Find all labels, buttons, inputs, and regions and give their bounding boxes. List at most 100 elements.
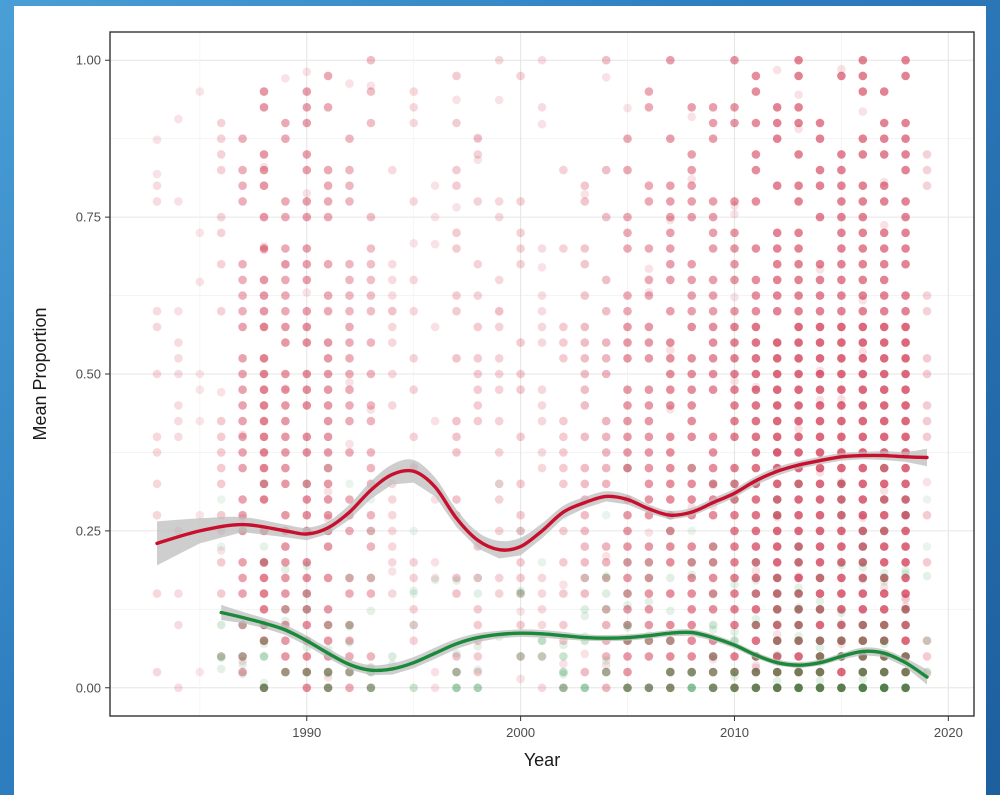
red-point xyxy=(559,558,568,567)
red-point xyxy=(494,55,504,65)
red-point xyxy=(879,306,889,316)
red-point xyxy=(858,71,868,81)
red-point xyxy=(409,197,419,206)
red-point xyxy=(708,480,718,490)
green-point xyxy=(751,576,761,585)
red-point xyxy=(473,385,483,395)
red-point xyxy=(559,338,568,347)
red-point xyxy=(730,369,739,379)
red-point xyxy=(259,87,269,96)
red-point xyxy=(537,385,547,395)
red-point xyxy=(708,448,718,457)
red-point xyxy=(794,510,803,520)
x-tick-label: 2020 xyxy=(934,725,963,740)
red-point xyxy=(837,542,846,551)
red-point xyxy=(494,322,504,332)
green-point xyxy=(794,479,803,489)
green-point xyxy=(559,667,568,677)
red-point xyxy=(837,495,846,504)
red-point xyxy=(388,322,397,332)
red-point xyxy=(601,683,611,693)
red-point xyxy=(302,197,312,206)
green-point xyxy=(259,636,269,645)
red-point xyxy=(901,322,910,332)
red-point xyxy=(901,510,910,520)
red-point xyxy=(152,197,162,206)
red-point xyxy=(687,275,696,285)
green-point xyxy=(879,526,889,536)
green-point xyxy=(858,563,868,572)
green-point xyxy=(216,652,226,661)
green-point xyxy=(772,683,782,693)
red-point xyxy=(580,322,590,332)
red-point xyxy=(666,228,675,238)
red-point xyxy=(687,103,696,112)
red-point xyxy=(730,354,739,363)
red-point xyxy=(815,620,825,630)
red-point xyxy=(409,636,419,645)
red-point xyxy=(879,354,889,363)
red-point xyxy=(580,432,590,442)
green-point xyxy=(879,573,889,583)
red-point xyxy=(216,448,226,457)
red-point xyxy=(772,573,782,583)
green-point xyxy=(879,577,889,586)
red-point xyxy=(794,542,803,551)
red-point xyxy=(708,197,718,206)
red-point xyxy=(666,345,675,355)
red-point xyxy=(323,416,333,426)
red-point xyxy=(837,573,846,583)
red-point xyxy=(708,228,718,238)
red-point xyxy=(644,683,654,693)
green-point xyxy=(666,683,675,693)
green-point xyxy=(302,479,312,489)
red-point xyxy=(238,432,247,442)
green-point xyxy=(473,573,483,583)
red-point xyxy=(879,385,889,395)
red-point xyxy=(174,354,183,363)
red-point xyxy=(409,573,419,583)
red-point xyxy=(901,510,910,520)
red-point xyxy=(687,620,696,630)
red-point xyxy=(858,589,868,598)
red-point xyxy=(345,652,354,661)
red-point xyxy=(259,212,269,222)
red-point xyxy=(879,322,889,332)
red-point xyxy=(345,495,354,504)
red-point xyxy=(879,636,889,645)
red-point xyxy=(815,369,825,379)
red-point xyxy=(730,401,739,410)
red-point xyxy=(666,636,675,645)
red-point xyxy=(216,228,226,238)
red-point xyxy=(623,212,632,222)
red-point xyxy=(388,589,397,598)
red-point xyxy=(580,510,590,520)
green-point xyxy=(730,627,739,637)
red-point xyxy=(580,291,590,300)
red-point xyxy=(901,212,910,222)
green-point xyxy=(452,576,461,585)
red-point xyxy=(580,259,590,269)
red-point xyxy=(815,291,825,300)
red-point xyxy=(815,526,825,536)
red-point xyxy=(345,181,354,190)
y-tick-label: 0.75 xyxy=(76,210,101,225)
green-point xyxy=(751,620,761,630)
scatter-chart: 0.00 0.25 0.50 0.75 1.00 1990 2000 2010 2020 Yea… xyxy=(30,31,975,770)
red-point xyxy=(794,118,803,128)
green-point xyxy=(302,605,312,614)
red-point xyxy=(302,448,312,457)
red-point xyxy=(708,667,718,677)
red-point xyxy=(858,244,868,253)
red-point xyxy=(858,385,868,395)
red-point xyxy=(580,369,590,379)
red-point xyxy=(345,620,354,630)
green-point xyxy=(751,683,761,693)
green-point xyxy=(409,586,419,596)
red-point xyxy=(794,197,803,206)
red-point xyxy=(259,589,269,598)
red-point xyxy=(815,338,825,347)
red-point xyxy=(666,385,675,395)
red-point xyxy=(751,165,761,175)
green-point xyxy=(815,597,825,606)
